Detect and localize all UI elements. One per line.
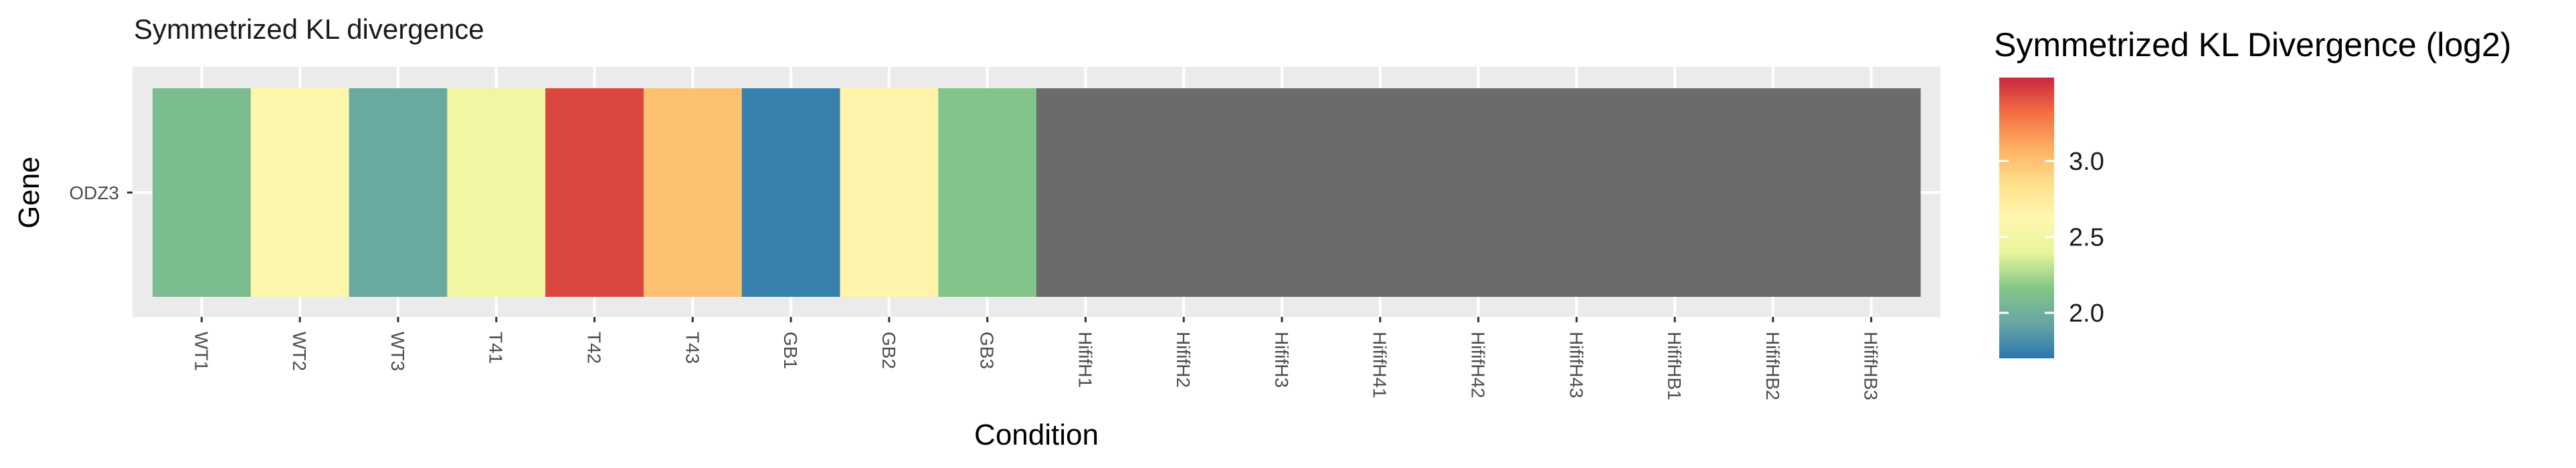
heatmap-tile-hififh41 xyxy=(1331,88,1430,297)
legend-title: Symmetrized KL Divergence (log2) xyxy=(1994,26,2511,64)
heatmap-tile-hififh2 xyxy=(1134,88,1234,297)
heatmap-tile-wt1 xyxy=(153,88,252,297)
heatmap-tile-gb2 xyxy=(840,88,939,297)
heatmap-tile-hififh43 xyxy=(1527,88,1627,297)
heatmap-tile-wt2 xyxy=(250,88,350,297)
x-axis: WT1 WT2 WT3 T41 T42 T43 GB1 GB2 GB3 HififH1 HififH… xyxy=(191,317,1881,400)
x-tick-label-hififh42: HififH42 xyxy=(1468,332,1489,398)
heatmap-tile-hififh1 xyxy=(1036,88,1135,297)
heatmap-tile-hififh42 xyxy=(1429,88,1528,297)
x-tick-label-hififhb2: HififHB2 xyxy=(1762,332,1783,400)
chart-title: Symmetrized KL divergence xyxy=(134,13,484,45)
heatmap-tile-hififhb2 xyxy=(1724,88,1823,297)
x-tick-label-hififh1: HififH1 xyxy=(1075,332,1095,388)
x-tick-label-wt3: WT3 xyxy=(387,332,408,371)
heatmap-tile-hififh3 xyxy=(1232,88,1331,297)
x-axis-title: Condition xyxy=(974,419,1099,451)
y-axis: ODZ3 xyxy=(69,183,132,203)
heatmap-tile-wt3 xyxy=(349,88,448,297)
x-tick-label-hififh2: HififH2 xyxy=(1173,332,1194,388)
x-tick-label-hififh43: HififH43 xyxy=(1566,332,1586,398)
x-tick-label-t43: T43 xyxy=(682,332,703,364)
heatmap-tiles xyxy=(153,88,1921,297)
x-tick-label-hififh3: HififH3 xyxy=(1271,332,1292,388)
x-tick-label-t42: T42 xyxy=(584,332,605,364)
x-tick-label-hififhb3: HififHB3 xyxy=(1861,332,1881,400)
heatmap-tile-hififhb3 xyxy=(1822,88,1921,297)
heatmap-tile-t43 xyxy=(643,88,743,297)
x-tick-label-gb1: GB1 xyxy=(780,332,801,369)
y-tick-label: ODZ3 xyxy=(69,183,119,203)
x-tick-label-t41: T41 xyxy=(486,332,507,364)
heatmap-tile-gb1 xyxy=(741,88,841,297)
x-tick-label-wt2: WT2 xyxy=(289,332,310,371)
legend-tick-label: 2.0 xyxy=(2069,300,2104,328)
x-tick-label-hififhb1: HififHB1 xyxy=(1664,332,1685,400)
x-tick-label-gb2: GB2 xyxy=(879,332,899,369)
x-tick-label-hififh41: HififH41 xyxy=(1370,332,1390,398)
x-tick-label-gb3: GB3 xyxy=(977,332,998,369)
heatmap-tile-gb3 xyxy=(938,88,1037,297)
color-legend: Symmetrized KL Divergence (log2) 2.0 2.5 3… xyxy=(1994,26,2511,358)
legend-tick-label: 3.0 xyxy=(2069,148,2104,176)
heatmap-tile-t42 xyxy=(545,88,644,297)
heatmap-tile-hififhb1 xyxy=(1625,88,1725,297)
legend-tick-label: 2.5 xyxy=(2069,223,2104,251)
x-tick-label-wt1: WT1 xyxy=(191,332,211,371)
heatmap-tile-t41 xyxy=(447,88,546,297)
legend-color-bar xyxy=(1999,78,2054,358)
y-axis-title: Gene xyxy=(13,156,45,229)
